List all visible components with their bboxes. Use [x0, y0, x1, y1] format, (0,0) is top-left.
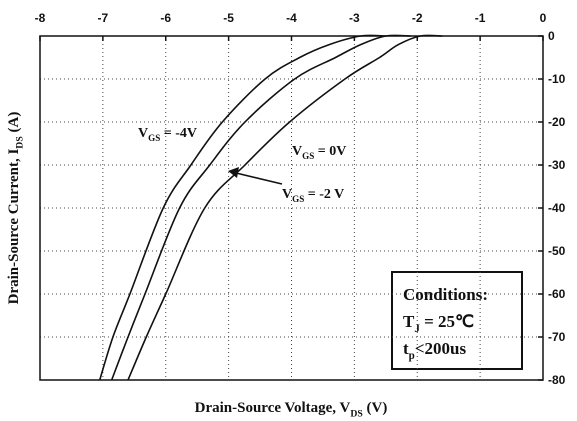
y-axis-label-part: Drain-Source Current, I: [6, 149, 22, 305]
x-tick-label: -1: [475, 11, 486, 25]
y-tick-label: -70: [548, 330, 566, 344]
y-tick-label: -40: [548, 201, 566, 215]
condition-text-part: J: [414, 323, 420, 335]
line-series: [127, 34, 443, 381]
annotation-part: = -4V: [160, 126, 197, 141]
annotation-part: GS: [292, 194, 304, 204]
x-tick-label: -5: [223, 11, 234, 25]
line-series: [98, 34, 386, 381]
condition-text-part: t: [403, 339, 409, 358]
x-tick-label: -6: [160, 11, 171, 25]
annotation-part: GS: [148, 133, 160, 143]
x-tick-label: -2: [412, 11, 423, 25]
x-axis-label-part: (V): [363, 400, 388, 416]
y-axis-label: Drain-Source Current, IDS (A): [6, 112, 26, 305]
x-tick-label: -7: [98, 11, 109, 25]
x-axis-label: Drain-Source Voltage, VDS (V): [195, 400, 388, 420]
x-tick-label: -4: [286, 11, 297, 25]
x-tick-label: -8: [35, 11, 46, 25]
arrow-head: [228, 167, 239, 178]
plot-frame: [39, 35, 544, 381]
annotation-part: = 0V: [314, 144, 346, 159]
annotation: VGS = -4V: [138, 126, 197, 143]
condition-text-part: p: [409, 350, 415, 362]
y-tick-label: -50: [548, 244, 566, 258]
y-tick-label: -10: [548, 72, 566, 86]
x-tick-label: -3: [349, 11, 360, 25]
y-tick-label: 0: [548, 29, 555, 43]
x-tick-label: 0: [540, 11, 547, 25]
x-axis-label-part: DS: [350, 409, 363, 420]
y-axis-label-part: (A): [6, 112, 22, 137]
conditions-box: [391, 271, 523, 370]
annotation-part: V: [292, 144, 302, 159]
arrow: [235, 172, 283, 185]
annotation-part: GS: [302, 151, 314, 161]
annotation-part: = -2 V: [304, 187, 344, 202]
condition-text-part: = 25℃: [420, 312, 474, 331]
line-series: [110, 34, 411, 381]
y-tick-label: -60: [548, 287, 566, 301]
annotation-part: V: [138, 126, 148, 141]
y-tick-label: -80: [548, 373, 566, 387]
y-tick-label: -20: [548, 115, 566, 129]
x-axis-label-part: Drain-Source Voltage, V: [195, 400, 351, 416]
condition-text-part: T: [403, 312, 415, 331]
condition-text-part: <200us: [415, 339, 467, 358]
annotation: VGS = -2 V: [282, 187, 344, 204]
annotation: VGS = 0V: [292, 144, 346, 161]
y-tick-label: -30: [548, 158, 566, 172]
y-axis-label-part: DS: [15, 136, 26, 149]
condition-text: tp<200us: [403, 339, 466, 362]
condition-text: TJ = 25℃: [403, 312, 474, 335]
condition-text: Conditions:: [403, 285, 488, 304]
annotation-part: V: [282, 187, 292, 202]
condition-text-part: Conditions:: [403, 285, 488, 304]
